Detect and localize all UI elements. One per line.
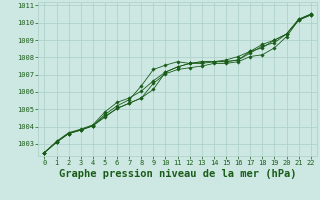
X-axis label: Graphe pression niveau de la mer (hPa): Graphe pression niveau de la mer (hPa) [59,169,296,179]
